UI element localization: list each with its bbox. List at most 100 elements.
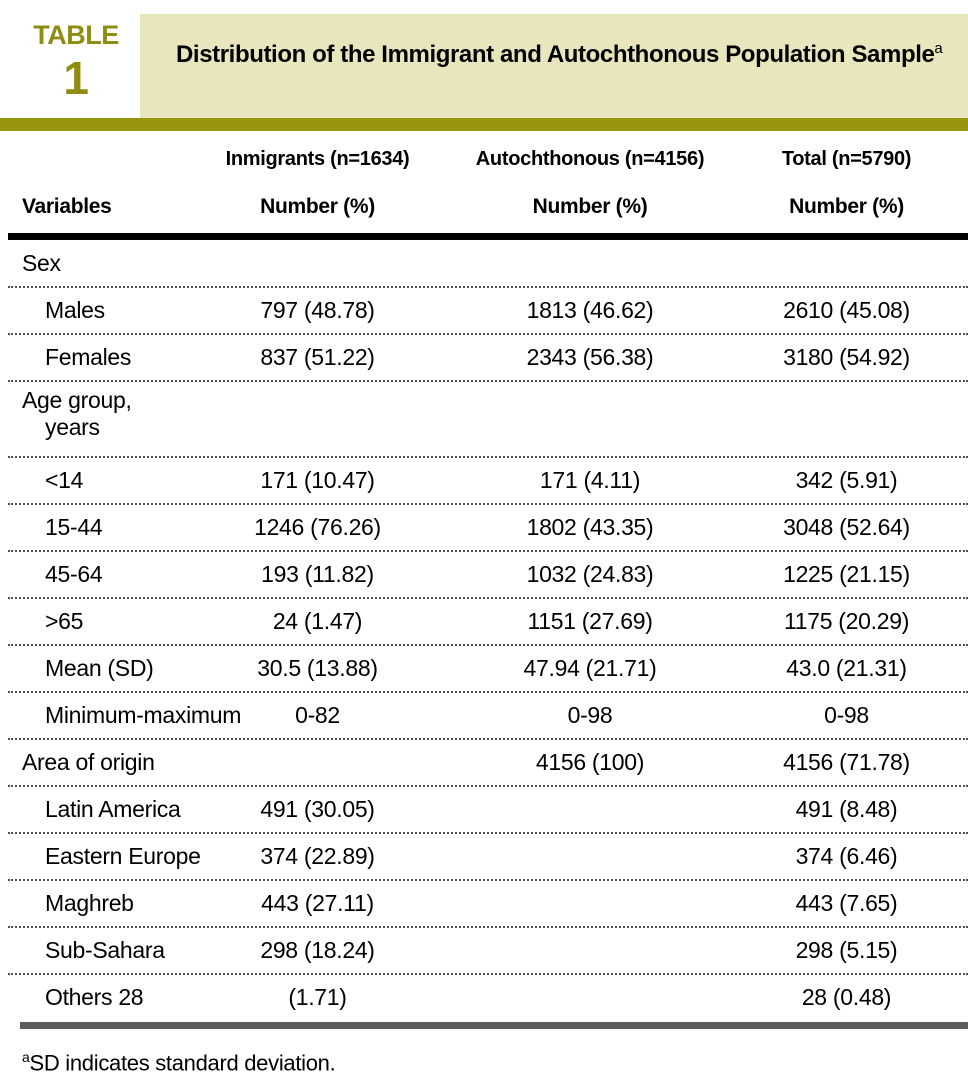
row-value: (1.71): [288, 984, 347, 1010]
table-row: Eastern Europe 374 (22.89) 374 (6.46): [0, 833, 968, 881]
row-label: Eastern Europe: [0, 843, 201, 870]
row-value: 342 (5.91): [795, 467, 898, 493]
row-label-text: >65: [45, 608, 84, 634]
row-label-text: Latin America: [45, 796, 181, 822]
table-row: Minimum-maximum 0-82 0-98 0-98: [0, 692, 968, 740]
row-value: 797 (48.78): [260, 297, 375, 323]
table-title: Distribution of the Immigrant and Autoch…: [176, 34, 944, 70]
row-label: Age group, years: [0, 387, 190, 441]
row-value: 0-98: [824, 702, 869, 728]
table-badge-number: 1: [63, 52, 89, 104]
row-label-line2: years: [45, 414, 100, 440]
table-title-text: Distribution of the Immigrant and Autoch…: [176, 41, 935, 68]
sub-header-row: Variables Number (%) Number (%) Number (…: [0, 195, 968, 219]
row-value: 193 (11.82): [261, 561, 374, 587]
row-value: 374 (6.46): [795, 843, 898, 869]
footnote: aSD indicates standard deviation.: [22, 1049, 968, 1076]
row-label-text: Others 28: [45, 984, 144, 1010]
number-header-total: Number (%): [789, 195, 904, 218]
row-label-text: 15-44: [45, 514, 103, 540]
title-box: Distribution of the Immigrant and Autoch…: [140, 14, 968, 118]
row-value: 2610 (45.08): [783, 297, 910, 323]
table-row: Sex: [0, 240, 968, 288]
row-value: 4156 (100): [535, 749, 645, 775]
row-value: 298 (5.15): [795, 937, 898, 963]
olive-rule: [0, 118, 968, 131]
row-value: 47.94 (21.71): [523, 655, 657, 681]
column-headers: Inmigrants (n=1634) Autochthonous (n=415…: [0, 131, 968, 240]
title-superscript: a: [934, 40, 943, 57]
row-label-text: Mean (SD): [45, 655, 154, 681]
row-label-text: Females: [45, 344, 132, 370]
table-row: 15-44 1246 (76.26) 1802 (43.35) 3048 (52.64…: [0, 504, 968, 552]
row-value: 837 (51.22): [260, 344, 375, 370]
row-label: >65: [0, 608, 190, 635]
row-value: 298 (18.24): [260, 937, 375, 963]
header-thick-rule: [8, 233, 968, 240]
table-row: Age group, years: [0, 381, 968, 458]
row-value: 443 (27.11): [261, 890, 374, 916]
table-row: Area of origin 4156 (100) 4156 (71.78): [0, 739, 968, 787]
row-label: Maghreb: [0, 890, 190, 917]
row-value: 4156 (71.78): [783, 749, 910, 775]
table-row: Maghreb 443 (27.11) 443 (7.65): [0, 880, 968, 928]
row-value: 0-98: [567, 702, 613, 728]
row-label: Females: [0, 344, 190, 371]
row-value: 3048 (52.64): [783, 514, 910, 540]
table-row: Males 797 (48.78) 1813 (46.62) 2610 (45.08): [0, 287, 968, 335]
row-label-text: Eastern Europe: [45, 843, 201, 869]
row-label: Latin America: [0, 796, 190, 823]
table-row: >65 24 (1.47) 1151 (27.69) 1175 (20.29): [0, 598, 968, 646]
row-value: 3180 (54.92): [783, 344, 910, 370]
table-row: Others 28 (1.71) 28 (0.48): [0, 974, 968, 1021]
table-badge: TABLE 1: [28, 20, 124, 104]
row-label: Mean (SD): [0, 655, 190, 682]
row-label-text: <14: [45, 467, 84, 493]
row-label-text: Minimum-maximum: [45, 702, 242, 728]
table-row: Mean (SD) 30.5 (13.88) 47.94 (21.71) 43.0 (…: [0, 645, 968, 693]
row-label: Others 28: [0, 984, 190, 1011]
row-value: 1246 (76.26): [254, 514, 381, 540]
row-value: 1175 (20.29): [783, 608, 910, 634]
row-label: <14: [0, 467, 190, 494]
row-value: 1032 (24.83): [526, 561, 654, 587]
row-label-text: Area of origin: [22, 749, 155, 775]
footnote-marker: a: [22, 1049, 30, 1065]
footnote-text: SD indicates standard deviation.: [29, 1050, 336, 1076]
table-row: 45-64 193 (11.82) 1032 (24.83) 1225 (21.15): [0, 551, 968, 599]
row-value: 30.5 (13.88): [257, 655, 378, 681]
table-row: Latin America 491 (30.05) 491 (8.48): [0, 786, 968, 834]
row-value: 491 (8.48): [795, 796, 898, 822]
table-body: Sex Males 797 (48.78) 1813 (46.62) 2610 (45.…: [0, 240, 968, 1021]
row-value: 1813 (46.62): [526, 297, 654, 323]
table-row: <14 171 (10.47) 171 (4.11) 342 (5.91): [0, 457, 968, 505]
row-value: 1151 (27.69): [527, 608, 653, 634]
row-value: 0-82: [295, 702, 340, 728]
row-label: 45-64: [0, 561, 190, 588]
row-label: 15-44: [0, 514, 190, 541]
row-value: 1802 (43.35): [526, 514, 654, 540]
row-label: Males: [0, 297, 190, 324]
row-value: 24 (1.47): [272, 608, 363, 634]
row-value: 28 (0.48): [801, 984, 892, 1010]
row-label: Sex: [0, 250, 190, 277]
row-value: 2343 (56.38): [526, 344, 654, 370]
group-header-row: Inmigrants (n=1634) Autochthonous (n=415…: [0, 148, 968, 171]
row-label-text: Males: [45, 297, 105, 323]
row-label-text: Sex: [22, 250, 61, 276]
group-header-immigrants: Inmigrants (n=1634): [225, 148, 410, 170]
table-header-band: TABLE 1 Distribution of the Immigrant an…: [0, 0, 968, 131]
row-value: 43.0 (21.31): [786, 655, 907, 681]
row-label: Area of origin: [0, 749, 190, 776]
number-header-autochthonous: Number (%): [532, 195, 648, 218]
bottom-rule: [20, 1022, 968, 1029]
group-header-total: Total (n=5790): [781, 148, 912, 170]
row-label: Sub-Sahara: [0, 937, 190, 964]
table-row: Sub-Sahara 298 (18.24) 298 (5.15): [0, 927, 968, 975]
table-badge-label: TABLE: [33, 20, 119, 50]
row-value: 491 (30.05): [260, 796, 375, 822]
row-label: Minimum-maximum: [0, 702, 242, 729]
table-row: Females 837 (51.22) 2343 (56.38) 3180 (54.9…: [0, 334, 968, 382]
group-header-spacer: [0, 148, 190, 171]
